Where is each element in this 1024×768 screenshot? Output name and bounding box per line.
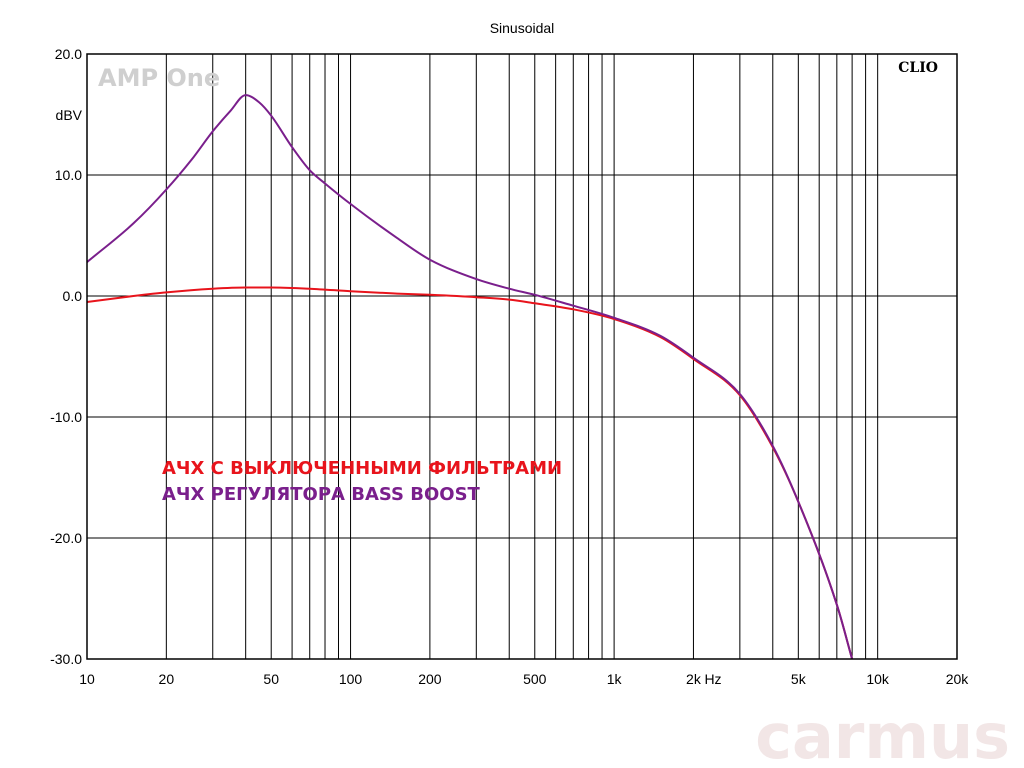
- x-tick-label: 1k: [607, 671, 623, 687]
- x-tick-label: 2k: [686, 671, 702, 687]
- plot-frame: [86, 53, 958, 660]
- x-tick-label: 100: [339, 671, 363, 687]
- legend: АЧХ С ВЫКЛЮЧЕННЫМИ ФИЛЬТРАМИ АЧХ РЕГУЛЯТО…: [162, 458, 562, 505]
- x-tick-labels: 10 20 50 100 200 500 1k 2k 5k 10k 20k: [79, 671, 969, 687]
- chart-title: Sinusoidal: [490, 20, 555, 36]
- y-tick-label: -30.0: [50, 651, 82, 667]
- series-lines: [86, 94, 854, 660]
- x-tick-label: 20k: [946, 671, 970, 687]
- x-tick-label: 500: [523, 671, 547, 687]
- x-tick-label: 200: [418, 671, 442, 687]
- x-axis-label: Hz: [704, 671, 721, 687]
- y-tick-label: 0.0: [63, 288, 83, 304]
- x-tick-label: 10k: [866, 671, 890, 687]
- legend-label: АЧХ РЕГУЛЯТОРА BASS BOOST: [162, 484, 481, 505]
- y-tick-label: 10.0: [55, 167, 82, 183]
- x-tick-label: 5k: [791, 671, 807, 687]
- x-tick-label: 20: [159, 671, 175, 687]
- legend-label: АЧХ С ВЫКЛЮЧЕННЫМИ ФИЛЬТРАМИ: [162, 458, 562, 479]
- y-axis-label: dBV: [56, 107, 83, 123]
- device-label: AMP One: [98, 64, 220, 92]
- grid: [87, 54, 957, 659]
- y-tick-label: -10.0: [50, 409, 82, 425]
- brand-label: CLIO: [898, 60, 938, 76]
- y-tick-label: 20.0: [55, 46, 82, 62]
- y-tick-labels: 20.0 10.0 0.0 -10.0 -20.0 -30.0: [50, 46, 82, 667]
- x-tick-label: 50: [263, 671, 279, 687]
- y-tick-label: -20.0: [50, 530, 82, 546]
- series-line: [86, 94, 854, 660]
- x-tick-label: 10: [79, 671, 95, 687]
- watermark-logo: carmus: [755, 700, 1010, 768]
